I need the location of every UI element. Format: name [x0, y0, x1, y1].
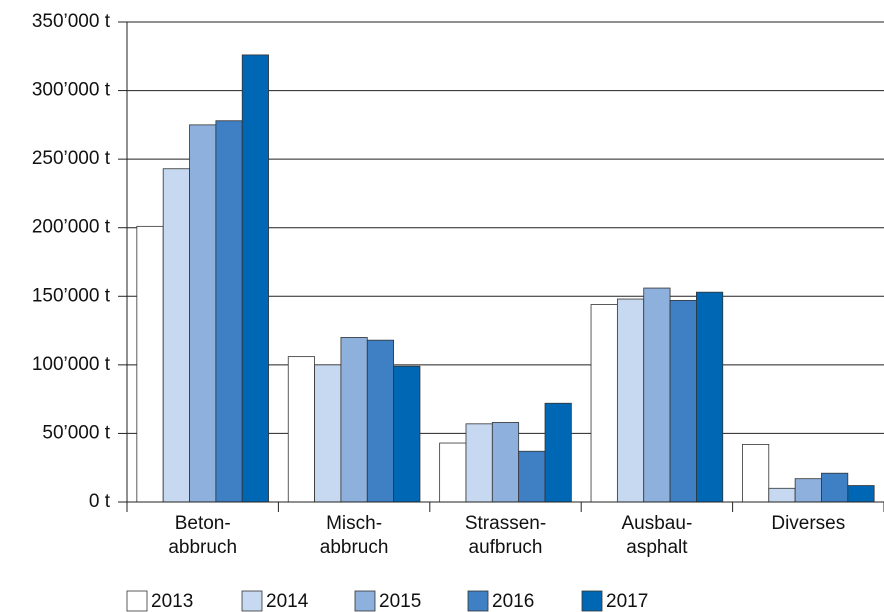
x-tick-label: Ausbau-asphalt [622, 513, 693, 558]
legend-label: 2016 [492, 591, 534, 612]
bar [136, 225, 164, 503]
y-tick-label: 300’000 t [32, 80, 111, 101]
legend-swatch [467, 590, 489, 612]
bar [742, 443, 770, 503]
bar [162, 168, 190, 503]
bar [821, 472, 849, 503]
bar [241, 54, 269, 503]
legend-swatch [241, 590, 263, 612]
y-tick-label: 100’000 t [32, 354, 111, 375]
y-tick-label: 250’000 t [32, 148, 111, 169]
bar [794, 478, 822, 503]
bar [340, 337, 368, 503]
bar [189, 124, 217, 503]
y-tick-label: 150’000 t [32, 285, 111, 306]
bar [491, 422, 520, 503]
y-tick-label: 200’000 t [32, 217, 111, 238]
legend-label: 2017 [606, 591, 648, 612]
bar [669, 299, 697, 503]
x-tick-label: Diverses [771, 513, 845, 534]
bar [439, 442, 467, 503]
bar [287, 356, 315, 503]
y-tick-label: 0 t [89, 491, 111, 512]
bar [847, 485, 875, 503]
bar [518, 450, 546, 503]
bar [616, 298, 645, 503]
bar [643, 287, 671, 503]
bar [696, 291, 724, 503]
legend-swatch [126, 590, 148, 612]
bar [314, 364, 342, 503]
bar [590, 304, 618, 503]
bar [366, 339, 395, 503]
legend-label: 2013 [151, 591, 193, 612]
bar [768, 487, 796, 503]
y-tick-label: 350’000 t [32, 11, 111, 32]
legend-swatch [354, 590, 376, 612]
legend-label: 2015 [379, 591, 421, 612]
bar [393, 365, 421, 503]
bar [544, 402, 572, 503]
legend-swatch [581, 590, 603, 612]
x-tick-label: Beton-abbruch [168, 513, 237, 558]
y-tick-label: 50’000 t [42, 422, 110, 443]
legend-label: 2014 [266, 591, 309, 612]
x-tick-label: Misch-abbruch [320, 513, 389, 558]
x-tick-label: Strassen-aufbruch [465, 513, 546, 558]
bar [465, 423, 493, 503]
bar [215, 120, 243, 503]
